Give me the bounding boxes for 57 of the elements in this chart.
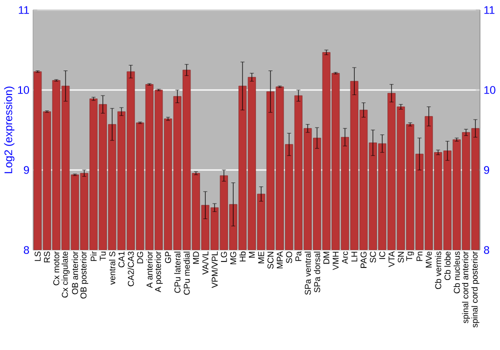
x-tick-label: MPA xyxy=(276,251,283,268)
x-tick-label: MG xyxy=(230,252,236,264)
y-axis-title: Log2 (expression) xyxy=(4,86,14,174)
x-tick-label: DM xyxy=(323,252,330,264)
y-tick-label: 9 xyxy=(24,166,29,174)
x-tick-label: A posterior xyxy=(154,251,163,292)
x-tick-label: SPa ventral xyxy=(304,252,311,295)
x-tick-label: spinal cord posterior xyxy=(471,251,480,328)
y2-tick-label: 11 xyxy=(484,6,494,14)
x-tick-label: LG xyxy=(220,252,227,262)
x-tick-label: DG xyxy=(137,252,144,264)
x-tick-label: PAG xyxy=(360,252,367,268)
x-tick-label: Cb vermis xyxy=(434,252,442,290)
x-tick-label: Cx cingulate xyxy=(62,252,70,298)
x-tick-label: Tu xyxy=(100,252,106,261)
x-tick-label: CPu medial xyxy=(184,252,190,295)
y-tick-label: 10 xyxy=(18,86,30,94)
y2-tick-label: 10 xyxy=(484,86,496,94)
x-tick-label: VPM/VPL xyxy=(211,251,218,288)
x-tick-label: ME xyxy=(258,252,264,264)
x-tick-label: SO xyxy=(286,252,292,264)
x-tick-label: A anterior xyxy=(146,251,153,288)
x-tick-label: SPa dorsal xyxy=(314,252,320,292)
x-tick-label: SC xyxy=(370,252,376,263)
x-tick-label: VTA xyxy=(388,251,394,268)
y-tick-label: 8 xyxy=(24,246,30,254)
x-tick-label: CA2/CA3 xyxy=(128,252,134,286)
x-tick-label: VMH xyxy=(332,252,339,270)
x-tick-label: IC xyxy=(379,252,386,259)
x-tick-label: Pir xyxy=(90,251,97,261)
x-tick-label: Cx motor xyxy=(53,251,60,286)
x-tick-label: SCN xyxy=(267,252,274,269)
x-tick-label: Tg xyxy=(406,252,414,261)
x-tick-label: M xyxy=(248,252,255,258)
x-tick-label: CA1 xyxy=(118,252,124,268)
x-tick-label: Cb nucleus xyxy=(454,252,460,294)
x-tick-label: MD xyxy=(193,252,199,264)
x-tick-label: ventral S xyxy=(109,252,116,285)
x-tick-label: Pa xyxy=(295,251,302,261)
x-tick-label: Pn xyxy=(416,252,422,261)
x-tick-label: GP xyxy=(165,252,172,264)
x-tick-label: RS xyxy=(44,252,50,262)
x-tick-label: LS xyxy=(34,252,41,261)
y2-tick-label: 8 xyxy=(484,246,490,254)
y2-tick-label: 9 xyxy=(484,166,490,174)
x-tick-label: CPu lateral xyxy=(174,252,180,293)
x-tick-label: spinal cord anterior xyxy=(462,251,470,324)
x-tick-label: SN xyxy=(398,252,404,263)
x-tick-label: Arc xyxy=(342,251,348,264)
x-tick-label: LH xyxy=(351,252,358,262)
x-tick-label: Hb xyxy=(239,252,246,262)
x-tick-label: VA/VL xyxy=(202,251,208,275)
x-tick-label: Cb lobe xyxy=(444,252,451,280)
y-tick-label: 11 xyxy=(18,6,29,14)
x-tick-label: MVe xyxy=(426,252,432,268)
x-tick-label: OB anterior xyxy=(72,251,78,294)
x-tick-label: OB posterior xyxy=(80,251,88,299)
